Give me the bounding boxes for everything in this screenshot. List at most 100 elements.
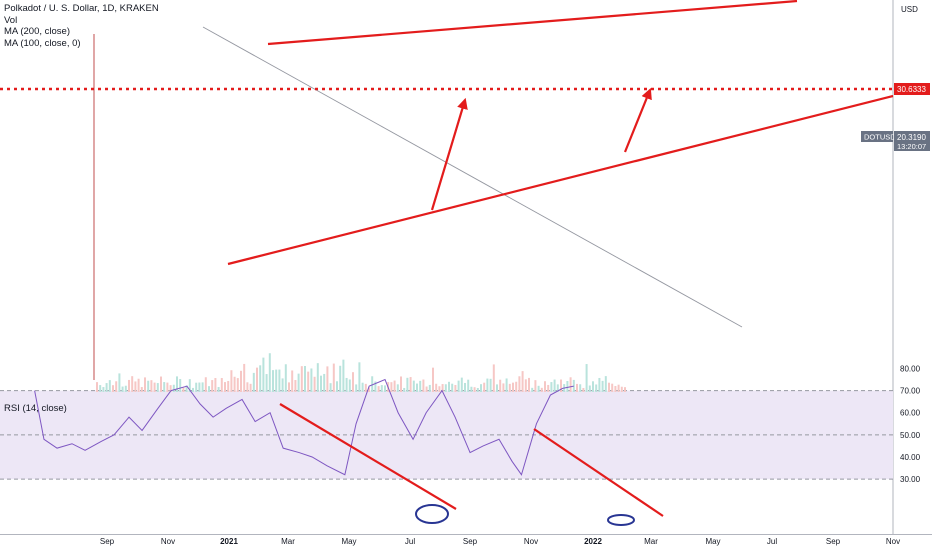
x-tick-label: Sep (100, 537, 115, 546)
current-price-tag (894, 131, 930, 151)
legend-ma200[interactable]: MA (200, close) (4, 26, 70, 37)
volume-bars (96, 353, 626, 392)
resistance-price-text: 30.6333 (897, 85, 926, 94)
volume-bar (515, 381, 518, 392)
volume-bar (576, 383, 578, 392)
chart-legend: Polkadot / U. S. Dollar, 1D, KRAKEN Vol … (4, 3, 159, 49)
chart-title[interactable]: Polkadot / U. S. Dollar, 1D, KRAKEN (4, 3, 159, 14)
volume-bar (300, 366, 303, 392)
volume-bar (326, 366, 329, 392)
volume-bar (483, 382, 486, 392)
volume-bar (422, 379, 425, 392)
rsi-downtrend-line-1 (279, 403, 457, 510)
volume-bar (595, 384, 598, 392)
rsi-divergence-circle-2 (607, 514, 635, 526)
volume-bar (153, 382, 156, 392)
volume-bar (553, 379, 556, 392)
volume-bar (265, 374, 268, 392)
rsi-axis: 30.00 40.00 50.00 60.00 70.00 80.00 (900, 364, 921, 484)
volume-bar (176, 376, 178, 392)
volume-bar (336, 381, 338, 392)
volume-bar (188, 379, 191, 392)
rsi-tick-label: 80.00 (900, 364, 921, 373)
volume-bar (124, 385, 127, 392)
time-axis: Sep Nov 2021 Mar May Jul Sep Nov 2022 Mar May Jul Se… (100, 537, 900, 546)
volume-bar (211, 380, 214, 392)
volume-bar (166, 382, 169, 392)
volume-bar (355, 384, 358, 392)
volume-bar (329, 383, 332, 392)
volume-bar (592, 381, 594, 392)
volume-bar (560, 379, 562, 392)
volume-bar (115, 381, 118, 392)
volume-bar (419, 380, 422, 392)
volume-bar (144, 377, 146, 392)
current-price-text: 20.3190 (897, 133, 926, 142)
x-tick-label: 2022 (584, 537, 602, 546)
resistance-price-tag (894, 83, 930, 95)
volume-bar (374, 381, 377, 392)
volume-bar (486, 378, 489, 392)
volume-bar (470, 386, 473, 392)
volume-bar (156, 383, 159, 392)
volume-bar (352, 372, 354, 392)
volume-bar (480, 384, 482, 392)
x-tick-label: Sep (463, 537, 478, 546)
volume-bar (105, 383, 108, 392)
volume-bar (256, 367, 258, 392)
volume-bar (502, 383, 505, 392)
red-annotations (0, 0, 894, 526)
volume-bar (476, 387, 479, 392)
rsi-tick-label: 40.00 (900, 453, 921, 462)
rsi-tick-label: 60.00 (900, 409, 921, 418)
volume-bar (224, 382, 226, 392)
volume-bar (464, 382, 466, 392)
volume-bar (201, 382, 204, 392)
volume-bar (147, 380, 150, 392)
volume-bar (384, 385, 386, 392)
currency-label: USD (901, 5, 918, 14)
volume-bar (537, 385, 540, 392)
legend-ma100[interactable]: MA (100, close, 0) (4, 37, 81, 49)
volume-bar (108, 380, 111, 392)
volume-bar (518, 376, 521, 392)
volume-bar (620, 386, 623, 392)
rsi-legend[interactable]: RSI (14, close) (4, 403, 67, 414)
volume-bar (332, 363, 335, 392)
volume-bar (112, 385, 114, 392)
volume-bar (467, 379, 470, 392)
volume-bar (425, 386, 428, 392)
rsi-tick-label: 70.00 (900, 387, 921, 396)
volume-bar (179, 379, 182, 392)
legend-volume[interactable]: Vol (4, 14, 18, 26)
volume-bar (380, 385, 383, 392)
volume-bar (608, 382, 610, 392)
volume-bar (291, 370, 294, 392)
volume-bar (508, 383, 511, 392)
volume-bar (598, 377, 601, 392)
volume-bar (451, 383, 454, 392)
volume-bar (275, 369, 278, 392)
x-tick-label: May (705, 537, 720, 546)
volume-bar (172, 384, 175, 392)
volume-bar (361, 382, 364, 392)
volume-bar (457, 380, 460, 392)
rally-arrow-2 (623, 87, 652, 153)
volume-bar (572, 379, 575, 392)
volume-bar (102, 387, 105, 392)
volume-bar (441, 384, 444, 392)
volume-bar (489, 378, 492, 392)
rsi-divergence-circle-1 (415, 504, 449, 524)
volume-bar (278, 369, 281, 392)
volume-bar (214, 378, 217, 392)
volume-bar (169, 385, 172, 392)
volume-bar (307, 371, 310, 392)
rsi-band-group (0, 390, 893, 480)
volume-bar (140, 387, 143, 392)
volume-bar (230, 370, 233, 392)
x-tick-label: Mar (281, 537, 295, 546)
rally-arrow-1 (430, 97, 468, 211)
volume-bar (416, 383, 418, 392)
volume-bar (400, 376, 402, 392)
